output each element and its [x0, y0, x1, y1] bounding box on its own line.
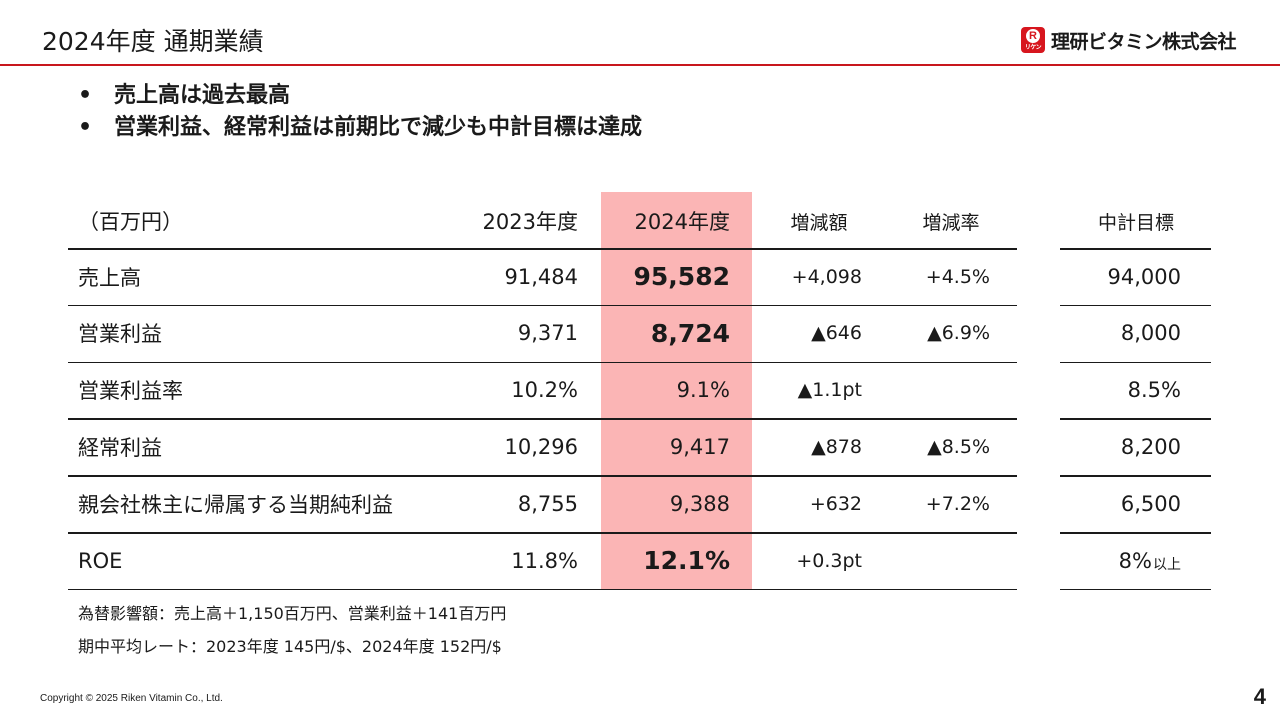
row-label: 売上高 — [78, 265, 141, 290]
row-label: 営業利益 — [78, 322, 162, 347]
row-divider — [68, 304, 1017, 307]
key-points-list: • 売上高は過去最高 • 営業利益、経常利益は前期比で減少も中計目標は達成 — [78, 80, 642, 144]
logo-mark-letter: R — [1026, 29, 1040, 43]
row-divider — [68, 588, 1017, 591]
key-point-text: 営業利益、経常利益は前期比で減少も中計目標は達成 — [114, 115, 643, 140]
mtp-target-value: 8% 以上 — [1060, 533, 1181, 589]
change-value: ▲1.1pt — [797, 379, 862, 402]
mtp-target-value: 8,000 — [1060, 305, 1181, 361]
change-rate-value — [880, 533, 990, 589]
mtp-target-number: 8.5% — [1127, 378, 1181, 403]
mtp-target-number: 6,500 — [1120, 491, 1181, 516]
change-value: ▲646 — [811, 322, 862, 345]
change-rate-value: ▲6.9% — [927, 322, 990, 345]
mtp-target-value: 8.5% — [1060, 362, 1181, 418]
change-rate-value: ▲8.5% — [927, 435, 990, 458]
fy2023-value: 9,371 — [517, 321, 578, 346]
mtp-target-value: 94,000 — [1060, 249, 1181, 305]
target-row-divider — [1060, 304, 1211, 307]
page-title: 2024年度 通期業績 — [42, 27, 264, 56]
fy2023-value: 8,755 — [517, 491, 578, 516]
mtp-target-value: 8,200 — [1060, 419, 1181, 475]
change-value: +4,098 — [791, 265, 862, 288]
mtp-target-value: 6,500 — [1060, 476, 1181, 532]
row-divider — [68, 418, 1017, 420]
mtp-target-suffix: 以上 — [1153, 556, 1181, 573]
column-header-fy2023: 2023年度 — [482, 210, 578, 234]
target-row-divider — [1060, 475, 1211, 477]
column-header-mtp-target: 中計目標 — [1097, 211, 1174, 234]
copyright: Copyright © 2025 Riken Vitamin Co., Ltd. — [40, 693, 223, 704]
mtp-target-number: 8% — [1118, 548, 1152, 573]
target-row-divider — [1060, 532, 1211, 534]
fy2024-value: 9,417 — [669, 434, 730, 459]
target-row-divider — [1060, 418, 1211, 420]
change-value: +0.3pt — [796, 549, 862, 572]
target-row-divider — [1060, 361, 1211, 364]
bullet-icon: • — [78, 83, 93, 108]
fx-impact-note: 為替影響額：売上高＋1,150百万円、営業利益＋141百万円 — [78, 604, 507, 623]
row-divider — [68, 532, 1017, 534]
key-point: • 営業利益、経常利益は前期比で減少も中計目標は達成 — [78, 112, 642, 144]
target-row-divider — [1060, 248, 1211, 250]
fx-rate-note: 期中平均レート：2023年度 145円/$、2024年度 152円/$ — [78, 637, 502, 656]
change-rate-value — [880, 362, 990, 418]
row-label: 営業利益率 — [78, 379, 183, 404]
logo-mark-sub: リケン — [1024, 44, 1042, 51]
target-row-divider — [1060, 588, 1211, 591]
key-point: • 売上高は過去最高 — [78, 80, 642, 112]
row-label: 経常利益 — [78, 435, 162, 460]
change-value: +632 — [809, 492, 862, 515]
fy2023-value: 91,484 — [504, 264, 578, 289]
fy2024-value: 9.1% — [676, 378, 730, 403]
mtp-target-number: 94,000 — [1107, 264, 1181, 289]
change-value: ▲878 — [811, 435, 862, 458]
company-logo: R リケン 理研ビタミン株式会社 — [1021, 26, 1237, 54]
row-divider — [68, 475, 1017, 477]
page-number: 4 — [1253, 684, 1266, 709]
column-header-change-rate: 増減率 — [922, 211, 980, 234]
row-divider — [68, 361, 1017, 364]
fy2023-value: 11.8% — [511, 548, 578, 573]
fy2023-value: 10.2% — [511, 378, 578, 403]
row-label: ROE — [78, 548, 123, 573]
fy2023-value: 10,296 — [504, 434, 578, 459]
logo-text: 理研ビタミン株式会社 — [1051, 30, 1237, 53]
fy2024-value: 95,582 — [633, 262, 730, 291]
logo-mark-icon: R リケン — [1021, 27, 1045, 53]
mtp-target-number: 8,000 — [1120, 321, 1181, 346]
fy2024-value: 12.1% — [643, 546, 730, 575]
change-rate-value: +4.5% — [925, 265, 990, 288]
fy2024-value: 9,388 — [669, 491, 730, 516]
mtp-target-number: 8,200 — [1120, 434, 1181, 459]
fy2024-value: 8,724 — [650, 318, 730, 348]
fy2024-highlight-column — [601, 192, 752, 589]
bullet-icon: • — [78, 115, 93, 140]
key-point-text: 売上高は過去最高 — [114, 83, 291, 108]
column-header-change: 増減額 — [790, 211, 848, 234]
row-label: 親会社株主に帰属する当期純利益 — [78, 492, 393, 517]
change-rate-value: +7.2% — [925, 492, 990, 515]
row-divider — [68, 248, 1017, 250]
unit-label: （百万円） — [78, 210, 183, 234]
column-header-fy2024: 2024年度 — [634, 210, 730, 234]
header-divider — [0, 64, 1280, 66]
